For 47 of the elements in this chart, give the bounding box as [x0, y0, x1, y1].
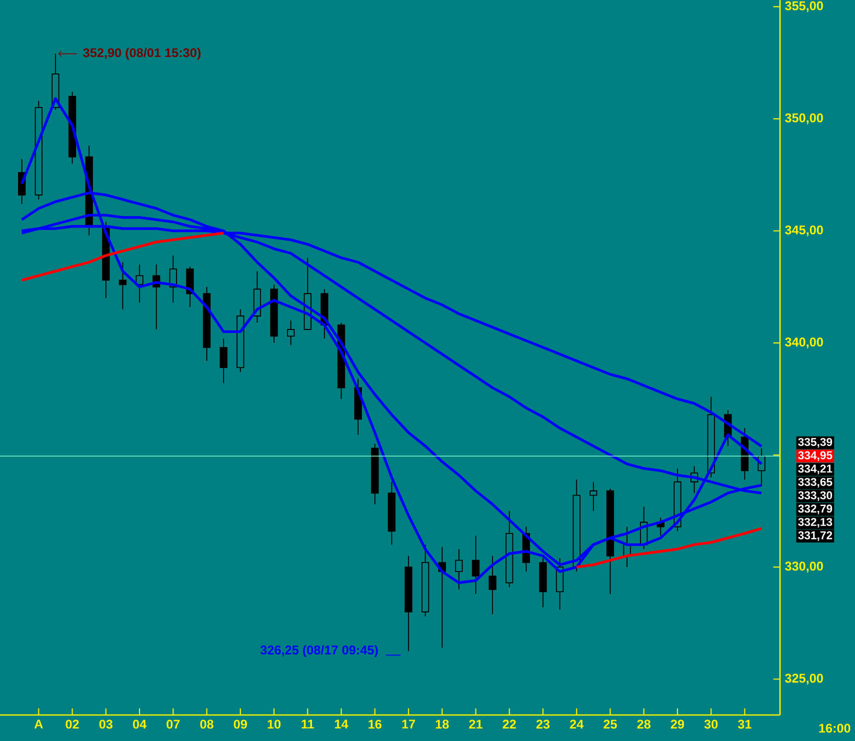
x-axis-title: 16:00: [819, 724, 850, 733]
text: 332,79: [798, 504, 832, 514]
x-tick-label: 28: [637, 720, 650, 729]
text: 333,30: [798, 491, 832, 501]
y-tick-label: 350,00: [785, 113, 823, 124]
x-tick-label: 30: [704, 720, 718, 729]
x-tick-label: 25: [604, 720, 617, 729]
x-tick-label: 07: [166, 720, 180, 729]
candlestick: [136, 264, 144, 304]
x-tick-label: 18: [436, 720, 449, 729]
text: 333,65: [798, 478, 832, 488]
x-tick-label: 10: [268, 720, 281, 729]
y-tick-label: 340,00: [785, 338, 823, 348]
candlestick: [472, 535, 480, 594]
x-tick-label: 21: [469, 720, 482, 729]
ref-line-label: 334,95: [798, 451, 832, 461]
x-tick-label: 23: [536, 720, 550, 729]
x-tick-label: A: [34, 720, 43, 728]
x-tick-label: 04: [132, 720, 147, 729]
candlestick: [220, 338, 228, 384]
text: 331,72: [798, 531, 832, 541]
x-tick-label: 03: [99, 720, 112, 729]
text: 332,13: [798, 518, 832, 528]
candlestick: [590, 481, 598, 512]
x-tick-label: 29: [670, 720, 684, 729]
y-tick-label: 325,00: [785, 674, 823, 685]
x-tick-label: 22: [502, 720, 516, 729]
x-tick-label: 02: [66, 720, 79, 729]
text: 335,39: [798, 438, 832, 448]
x-tick-label: 14: [335, 720, 348, 728]
text: 334,21: [798, 464, 832, 474]
x-tick-label: 16: [368, 720, 382, 729]
x-tick-label: 09: [234, 720, 247, 729]
x-tick-label: 17: [402, 720, 415, 728]
x-tick-label: 08: [200, 720, 214, 729]
x-tick-label: 11: [302, 720, 314, 728]
candlestick: [286, 320, 295, 346]
annotation: 326,25 (08/17 09:45): [260, 645, 378, 658]
candlestick: [488, 555, 496, 615]
annotation: 352,90 (08/01 15:30): [83, 48, 201, 60]
y-tick-label: 330,00: [785, 562, 823, 572]
y-tick-label: 355,00: [785, 1, 823, 12]
candlestick: [455, 548, 463, 590]
x-tick-label: 31: [738, 720, 752, 729]
x-tick-label: 24: [570, 720, 584, 729]
candlestick: [118, 262, 127, 310]
y-tick-label: 345,00: [785, 225, 823, 236]
